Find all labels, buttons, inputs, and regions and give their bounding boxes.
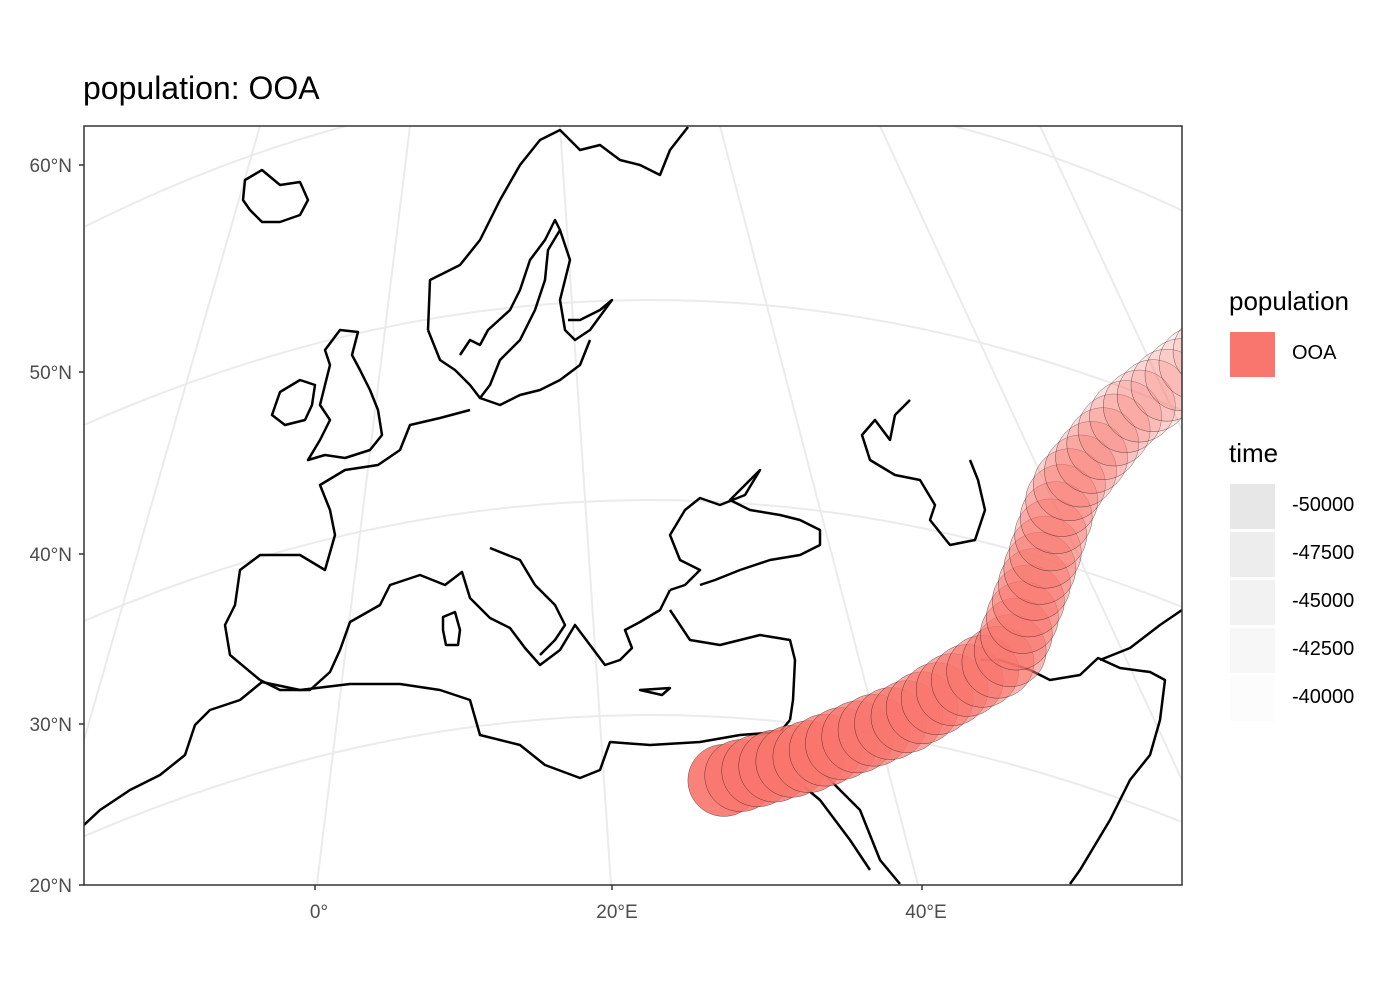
legend-label: -42500 bbox=[1292, 638, 1355, 660]
expansion-circle bbox=[1130, 348, 1182, 422]
x-tick-label: 40°E bbox=[905, 902, 946, 923]
y-tick-label: 30°N bbox=[30, 715, 72, 736]
graticule bbox=[84, 126, 1182, 885]
ooa-expansion-circles bbox=[687, 327, 1182, 817]
expansion-circle bbox=[1144, 338, 1182, 411]
anatolia-levant-coastline bbox=[668, 609, 797, 721]
legend-time-swatch bbox=[1230, 532, 1275, 577]
y-axis: 60°N 50°N 40°N 30°N 20°N bbox=[30, 156, 84, 897]
expansion-circle bbox=[1158, 329, 1182, 398]
coastlines bbox=[84, 126, 1182, 885]
expansion-circle bbox=[998, 548, 1071, 621]
north-africa-coastline bbox=[84, 680, 791, 826]
legend-label: -47500 bbox=[1292, 542, 1355, 564]
expansion-circle bbox=[992, 564, 1065, 638]
sardinia-coastline bbox=[441, 610, 462, 647]
legend-time-swatch bbox=[1230, 628, 1275, 673]
expansion-circle bbox=[1103, 369, 1176, 443]
expansion-circle bbox=[1019, 481, 1093, 554]
scandinavia-coastline bbox=[426, 126, 689, 400]
legend-time-swatch bbox=[1230, 676, 1275, 721]
crete-coastline bbox=[638, 686, 672, 697]
continental-west-coastline bbox=[223, 408, 471, 681]
expansion-circle bbox=[1066, 407, 1140, 480]
x-tick-label: 20°E bbox=[596, 902, 637, 923]
iran-arabian-sea-coastline bbox=[1099, 608, 1182, 662]
y-tick-label: 40°N bbox=[30, 545, 72, 566]
iberia-south-coastline bbox=[259, 570, 672, 692]
legend-label: OOA bbox=[1292, 342, 1337, 364]
legend-time-swatch bbox=[1230, 484, 1275, 529]
y-tick-label: 20°N bbox=[30, 876, 72, 897]
legend-time-item: -42500 bbox=[1230, 628, 1390, 674]
iceland-coastline bbox=[241, 168, 310, 224]
x-axis: 0° 20°E 40°E bbox=[310, 885, 947, 923]
italy-coastline bbox=[489, 546, 567, 656]
y-tick-label: 60°N bbox=[30, 156, 72, 177]
expansion-circle bbox=[986, 581, 1059, 654]
expansion-circle bbox=[1055, 421, 1128, 494]
legend-time-title: time bbox=[1229, 438, 1279, 468]
legend-time-swatch bbox=[1230, 580, 1275, 625]
caspian-coastline bbox=[860, 399, 987, 547]
britain-coastline bbox=[306, 328, 384, 462]
legend-time-item: -40000 bbox=[1230, 676, 1390, 722]
legend-label: -50000 bbox=[1292, 494, 1355, 516]
expansion-circle bbox=[1025, 464, 1098, 537]
expansion-circle bbox=[1116, 359, 1182, 432]
legend-population-title: population bbox=[1229, 286, 1349, 316]
expansion-circle bbox=[1044, 434, 1117, 508]
legend-swatch-ooa bbox=[1230, 332, 1275, 377]
expansion-circle bbox=[1089, 380, 1162, 453]
legend-label: -45000 bbox=[1292, 590, 1355, 612]
finland-baltic-coastline bbox=[479, 229, 614, 407]
expansion-circle bbox=[1033, 448, 1106, 521]
ireland-coastline bbox=[270, 378, 317, 427]
legend-population-item: OOA bbox=[1230, 332, 1390, 378]
legend-time-item: -47500 bbox=[1230, 532, 1390, 578]
expansion-circle bbox=[980, 597, 1053, 671]
plot-title: population: OOA bbox=[83, 70, 320, 106]
legend-label: -40000 bbox=[1292, 686, 1355, 708]
x-tick-label: 0° bbox=[310, 902, 328, 923]
legend-time-item: -50000 bbox=[1230, 484, 1390, 530]
legend-time-item: -45000 bbox=[1230, 580, 1390, 626]
balkans-black-sea-coastline bbox=[668, 468, 822, 592]
expansion-circle bbox=[1172, 327, 1182, 376]
expansion-circle bbox=[1077, 393, 1151, 467]
expansion-circle bbox=[1003, 532, 1077, 605]
y-tick-label: 50°N bbox=[30, 363, 72, 384]
panel-border bbox=[83, 125, 1183, 886]
